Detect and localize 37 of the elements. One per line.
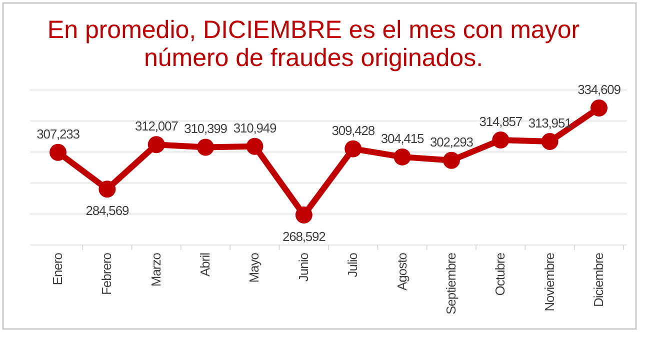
x-tick-label: Junio	[296, 252, 311, 282]
data-label: 312,007	[134, 118, 178, 134]
data-label: 307,233	[36, 126, 80, 142]
data-label: 302,293	[430, 134, 474, 150]
chart-title: En promedio, DICIEMBRE es el mes con mayor número de fraudes originados.	[47, 16, 580, 72]
data-label: 334,609	[578, 82, 621, 97]
x-tick-label: Noviembre	[542, 252, 557, 312]
x-tick-label: Septiembre	[443, 252, 458, 314]
point	[492, 132, 510, 149]
point	[590, 99, 608, 116]
point	[148, 136, 165, 154]
point	[541, 132, 558, 150]
point	[394, 148, 411, 166]
x-tick-label: Marzo	[148, 252, 164, 287]
point	[50, 144, 66, 161]
data-label: 310,949	[233, 120, 276, 136]
data-label: 314,857	[479, 114, 522, 130]
data-label: 309,428	[332, 122, 375, 138]
point	[295, 206, 312, 224]
data-label: 268,592	[282, 229, 326, 244]
data-label: 310,399	[184, 121, 228, 136]
x-tick-label: Mayo	[246, 252, 262, 283]
x-tick-label: Julio	[345, 252, 360, 278]
data-label: 284,569	[86, 203, 129, 218]
x-tick-label: Enero	[50, 252, 65, 286]
data-label: 304,415	[380, 130, 424, 146]
x-tick-label: Abril	[198, 252, 213, 277]
x-tick-label: Agosto	[394, 252, 410, 290]
x-tick-label: Febrero	[99, 252, 114, 296]
x-tick-label: Diciembre	[591, 252, 606, 308]
point	[344, 140, 362, 158]
point	[442, 152, 460, 169]
data-label: 313,951	[528, 115, 572, 130]
point	[197, 138, 214, 156]
point	[98, 180, 116, 198]
x-tick-label: Octubre	[492, 252, 508, 296]
point	[246, 138, 264, 155]
